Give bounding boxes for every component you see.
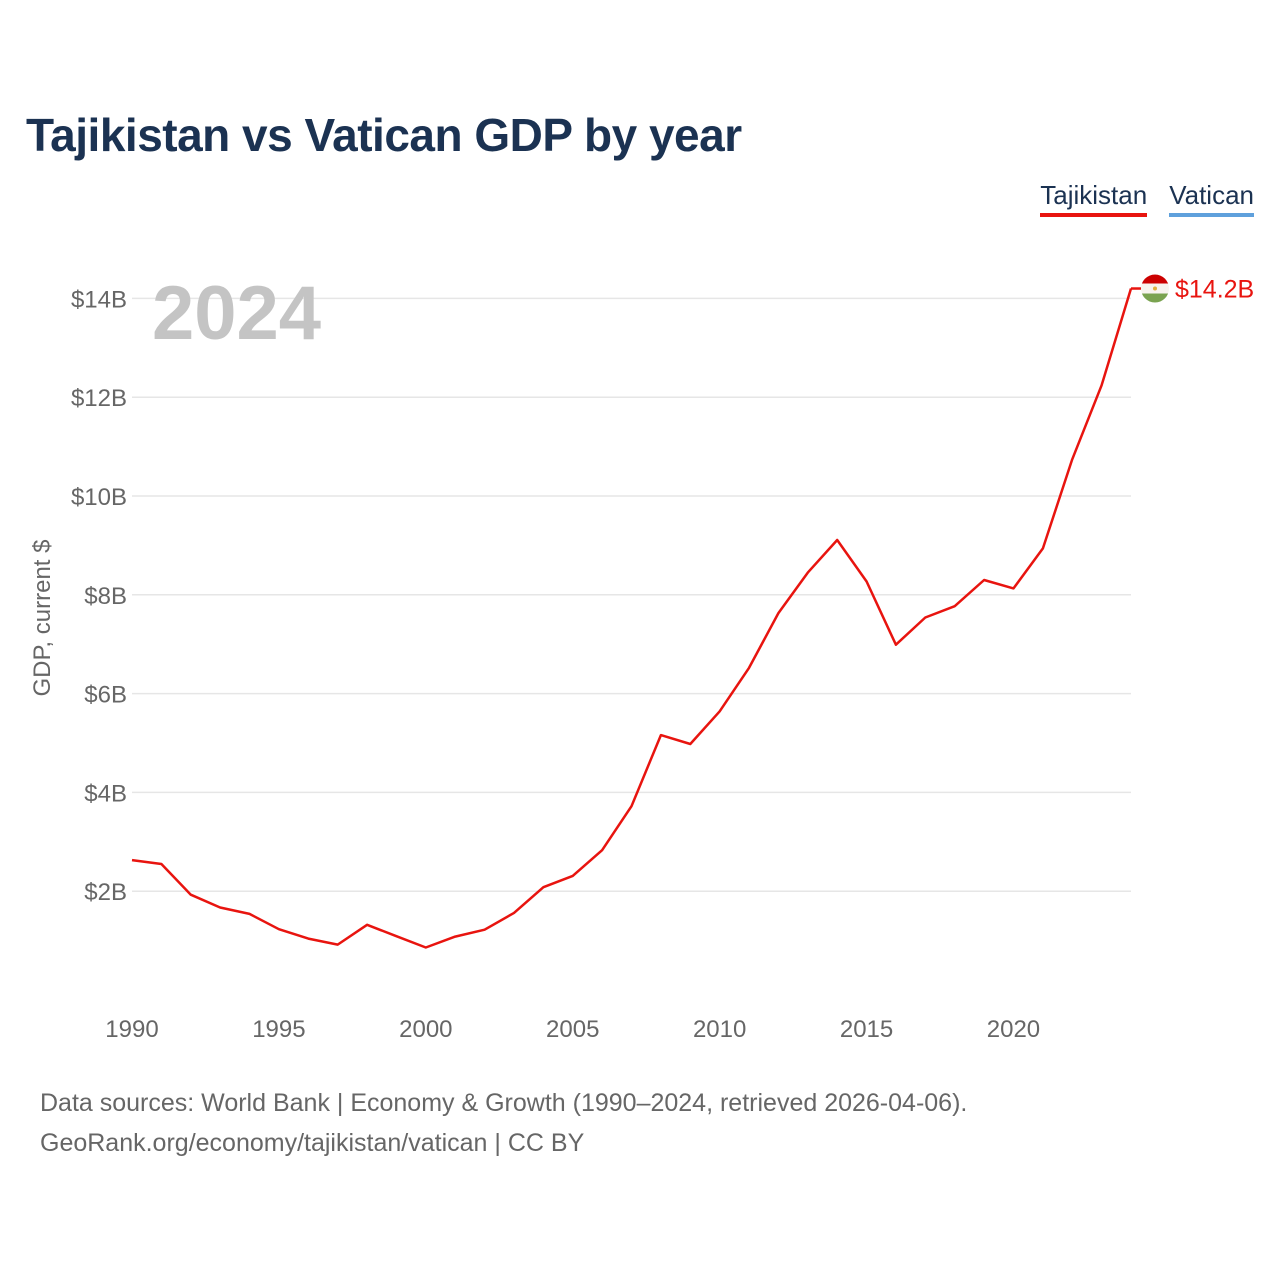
legend: Tajikistan Vatican [1040,180,1254,217]
x-tick-label: 2010 [693,1016,746,1043]
y-tick-label: $14B [71,286,127,313]
footer: Data sources: World Bank | Economy & Gro… [40,1083,967,1163]
chart-title: Tajikistan vs Vatican GDP by year [26,109,742,161]
y-axis-ticks: $2B $4B $6B $8B $10B $12B $14B [71,286,127,906]
series-line-tajikistan [131,288,1133,949]
tajikistan-flag-icon [1141,274,1169,303]
y-tick-label: $2B [84,879,127,906]
x-tick-label: 2020 [987,1016,1040,1043]
end-value-label: $14.2B [1175,276,1254,304]
x-axis-ticks: 1990 1995 2000 2005 2010 2015 2020 [105,1016,1040,1043]
y-tick-label: $6B [84,682,127,709]
x-tick-label: 1990 [105,1016,158,1043]
y-tick-label: $10B [71,484,127,511]
y-tick-label: $12B [71,385,127,412]
series [131,288,1133,949]
current-year-watermark: 2024 [152,271,321,356]
x-tick-label: 2015 [840,1016,893,1043]
legend-item-vatican[interactable]: Vatican [1169,180,1254,217]
y-axis-label: GDP, current $ [29,540,56,697]
y-tick-label: $8B [84,583,127,610]
y-tick-label: $4B [84,780,127,807]
footer-link[interactable]: GeoRank.org/economy/tajikistan/vatican |… [40,1129,585,1157]
footer-sources: Data sources: World Bank | Economy & Gro… [40,1089,968,1117]
x-tick-label: 2000 [399,1016,452,1043]
x-tick-label: 1995 [252,1016,305,1043]
end-marker: $14.2B [1131,274,1254,304]
grid [132,297,1131,892]
x-tick-label: 2005 [546,1016,599,1043]
legend-item-tajikistan[interactable]: Tajikistan [1040,180,1148,217]
